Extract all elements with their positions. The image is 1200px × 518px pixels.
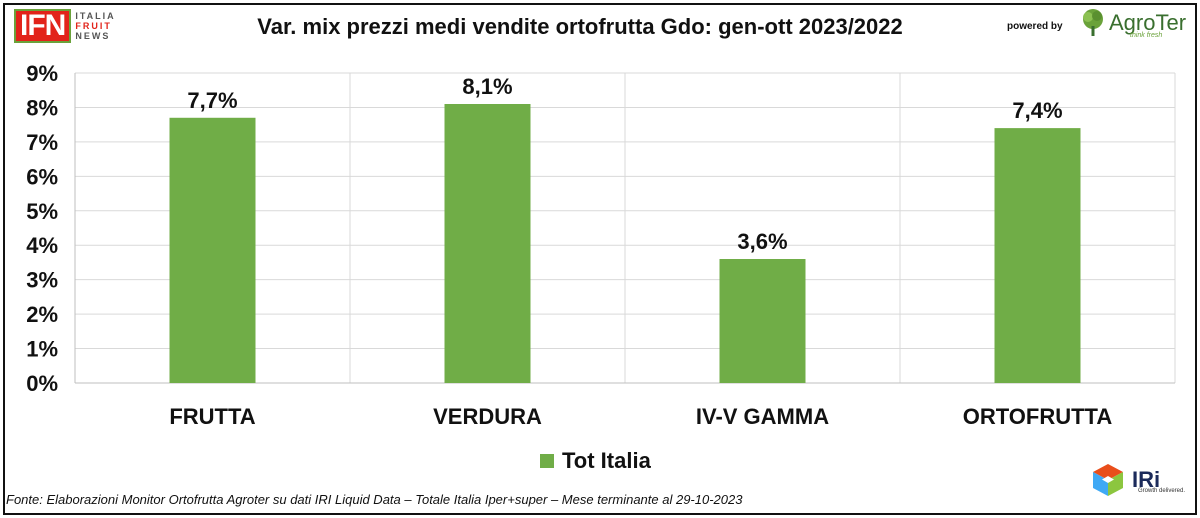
bar-series: [169, 104, 1081, 384]
data-label: 7,4%: [1012, 98, 1062, 123]
y-tick-label: 5%: [26, 199, 58, 224]
ifn-logo-line3: NEWS: [75, 31, 111, 41]
x-tick-label: IV-V GAMMA: [696, 404, 829, 429]
ifn-logo: IFN ITALIA FRUIT NEWS: [14, 9, 116, 43]
x-tick-label: ORTOFRUTTA: [963, 404, 1113, 429]
powered-by-label: powered by: [1007, 21, 1063, 32]
data-label: 3,6%: [737, 229, 787, 254]
legend-label: Tot Italia: [562, 448, 651, 473]
data-labels: 7,7% 8,1% 3,6% 7,4%: [187, 74, 1062, 254]
legend-swatch: [540, 454, 554, 468]
y-tick-label: 8%: [26, 95, 58, 120]
y-tick-label: 6%: [26, 164, 58, 189]
iri-cube-icon: [1093, 464, 1123, 496]
ifn-logo-words: ITALIA FRUIT NEWS: [75, 11, 115, 41]
ifn-logo-line2: FRUIT: [75, 21, 112, 31]
bar: [719, 259, 806, 383]
ifn-logo-mark: IFN: [14, 9, 72, 43]
iri-logo-tagline: Growth delivered.: [1138, 488, 1186, 494]
data-label: 7,7%: [187, 88, 237, 113]
tree-icon: [1083, 9, 1103, 36]
x-tick-label: FRUTTA: [169, 404, 255, 429]
y-axis-ticks: 0% 1% 2% 3% 4% 5% 6% 7% 8% 9%: [26, 61, 58, 396]
y-tick-label: 0%: [26, 371, 58, 396]
bar: [169, 117, 256, 384]
agroter-logo: AgroTer think fresh: [1080, 8, 1187, 39]
iri-logo: IRi Growth delivered.: [1090, 462, 1185, 498]
y-tick-label: 1%: [26, 337, 58, 362]
y-tick-label: 9%: [26, 61, 58, 86]
bar: [994, 128, 1081, 383]
y-tick-label: 3%: [26, 268, 58, 293]
legend: Tot Italia: [540, 448, 651, 474]
data-label: 8,1%: [462, 74, 512, 99]
grid-layer: [74, 72, 1176, 384]
x-axis-ticks: FRUTTA VERDURA IV-V GAMMA ORTOFRUTTA: [169, 404, 1112, 429]
chart-title: Var. mix prezzi medi vendite ortofrutta …: [257, 14, 903, 39]
agroter-logo-tagline: think fresh: [1130, 32, 1163, 39]
iri-logo-name: IRi: [1132, 467, 1161, 492]
source-note: Fonte: Elaborazioni Monitor Ortofrutta A…: [6, 492, 743, 507]
y-tick-label: 4%: [26, 233, 58, 258]
y-tick-label: 7%: [26, 130, 58, 155]
bar: [444, 104, 531, 383]
agroter-logo-name: AgroTer: [1109, 10, 1187, 35]
ifn-logo-line1: ITALIA: [75, 11, 116, 21]
y-tick-label: 2%: [26, 302, 58, 327]
x-tick-label: VERDURA: [433, 404, 542, 429]
